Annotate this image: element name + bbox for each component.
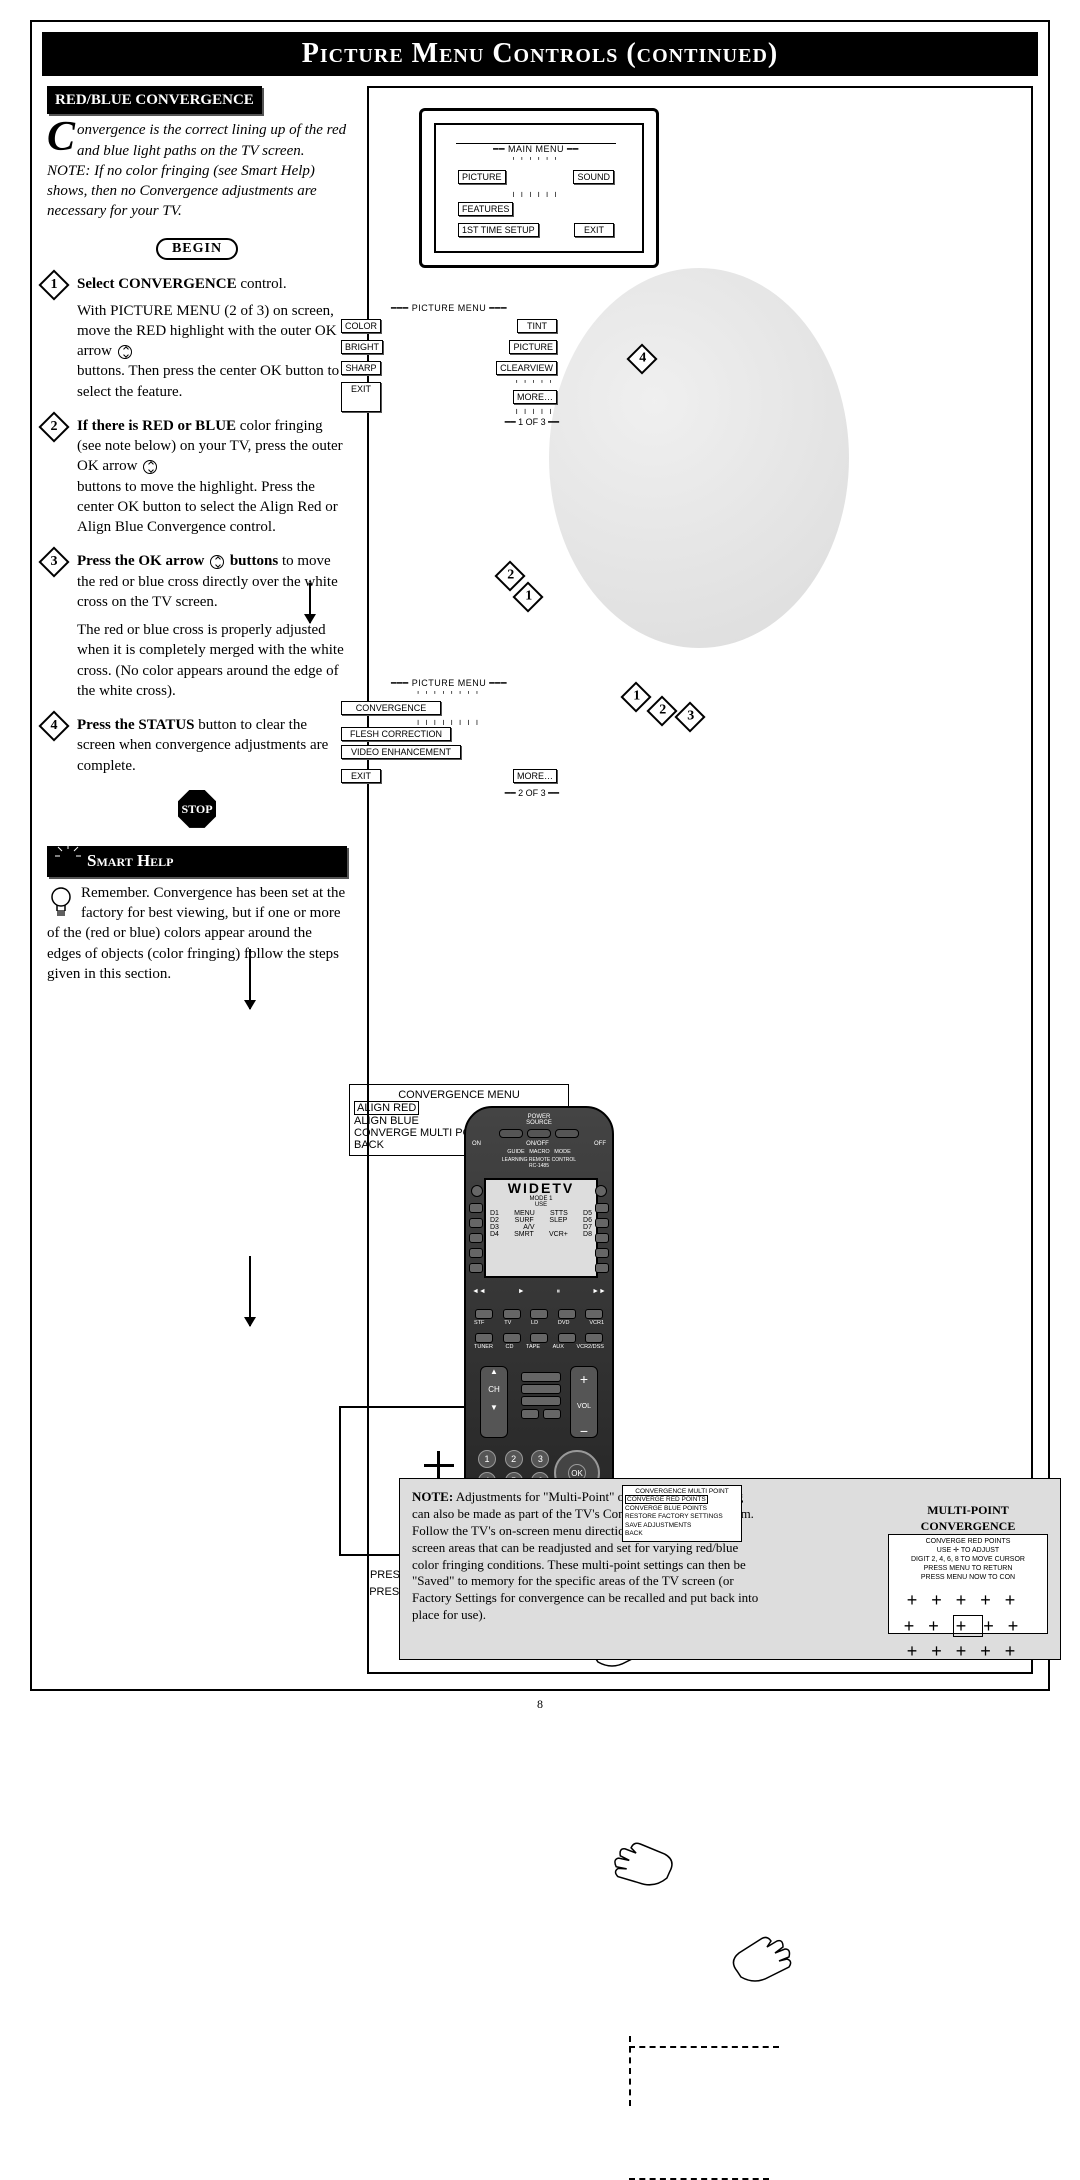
volume-rocker[interactable]: +VOL− bbox=[570, 1366, 598, 1438]
ok-arrow-icon bbox=[143, 460, 157, 474]
instructions-column: RED/BLUE CONVERGENCE Convergence is the … bbox=[47, 86, 347, 1674]
page-title: Picture Menu Controls (continued) bbox=[42, 32, 1038, 76]
channel-rocker[interactable]: ▲CH▼ bbox=[480, 1366, 508, 1438]
off-button[interactable] bbox=[555, 1129, 579, 1138]
intro-text: Convergence is the correct lining up of … bbox=[47, 120, 347, 221]
step-1: 1 Select CONVERGENCE control. With PICTU… bbox=[47, 274, 347, 402]
lightbulb-icon bbox=[55, 844, 81, 878]
multipoint-menu: CONVERGENCE MULTI POINT CONVERGE RED POI… bbox=[622, 1485, 742, 1542]
multipoint-label: MULTI-POINT CONVERGENCE bbox=[898, 1503, 1038, 1534]
step-number-icon: 4 bbox=[38, 711, 69, 742]
smart-help-header: Smart Help bbox=[47, 846, 347, 877]
remote-lcd: WIDETV MODE 1 USE D1MENUSTTSD5D2SURFSLEP… bbox=[484, 1178, 598, 1278]
step-number-icon: 3 bbox=[38, 547, 69, 578]
picture-menu-1: ━━━ PICTURE MENU ━━━ COLORTINT BRIGHTPIC… bbox=[339, 303, 559, 428]
step-3: 3 Press the OK arrow buttons to move the… bbox=[47, 551, 347, 701]
step-number-icon: 1 bbox=[38, 270, 69, 301]
tv-icon bbox=[52, 42, 92, 77]
ok-arrow-icon bbox=[118, 345, 132, 359]
diagram-panel: ━━ MAIN MENU ━━ ╵╵╵╵╵╵ PICTURESOUND ╷╷╷╷… bbox=[367, 86, 1033, 1674]
smart-help-body: Remember. Convergence has been set at th… bbox=[47, 877, 347, 984]
globe-graphic bbox=[549, 268, 849, 648]
stop-icon: STOP bbox=[178, 790, 216, 828]
on-button[interactable] bbox=[499, 1129, 523, 1138]
plus-grid: +++++++++++++++ bbox=[891, 1588, 1045, 1664]
arrow-down-icon bbox=[249, 949, 251, 1009]
section-header: RED/BLUE CONVERGENCE bbox=[47, 86, 262, 114]
lightbulb-icon bbox=[47, 885, 75, 919]
main-menu-box: ━━ MAIN MENU ━━ ╵╵╵╵╵╵ PICTURESOUND ╷╷╷╷… bbox=[456, 143, 616, 242]
onoff-button[interactable] bbox=[527, 1129, 551, 1138]
arrow-down-icon bbox=[309, 583, 311, 623]
begin-badge: BEGIN bbox=[156, 238, 238, 261]
note-box: NOTE: Adjustments for "Multi-Point" on-s… bbox=[399, 1478, 1061, 1660]
pointing-hand-icon bbox=[604, 1830, 682, 1896]
arrow-down-icon bbox=[249, 1256, 251, 1326]
transport-buttons[interactable] bbox=[516, 1370, 566, 1434]
step-2: 2 If there is RED or BLUE color fringing… bbox=[47, 416, 347, 538]
step-number-icon: 2 bbox=[38, 411, 69, 442]
multipoint-screen: CONVERGE RED POINTS USE ✛ TO ADJUST DIGI… bbox=[888, 1534, 1048, 1634]
tv-outline: ━━ MAIN MENU ━━ ╵╵╵╵╵╵ PICTURESOUND ╷╷╷╷… bbox=[419, 108, 659, 268]
pointing-hand-icon bbox=[727, 1931, 797, 1986]
picture-menu-2: ━━━ PICTURE MENU ━━━ ╵╵╵╵╵╵╵╵ CONVERGENC… bbox=[339, 678, 559, 799]
crosshair-icon bbox=[424, 1451, 454, 1481]
step-4: 4 Press the STATUS button to clear the s… bbox=[47, 715, 347, 776]
ok-arrow-icon bbox=[210, 555, 224, 569]
page-number: 8 bbox=[30, 1697, 1050, 1712]
